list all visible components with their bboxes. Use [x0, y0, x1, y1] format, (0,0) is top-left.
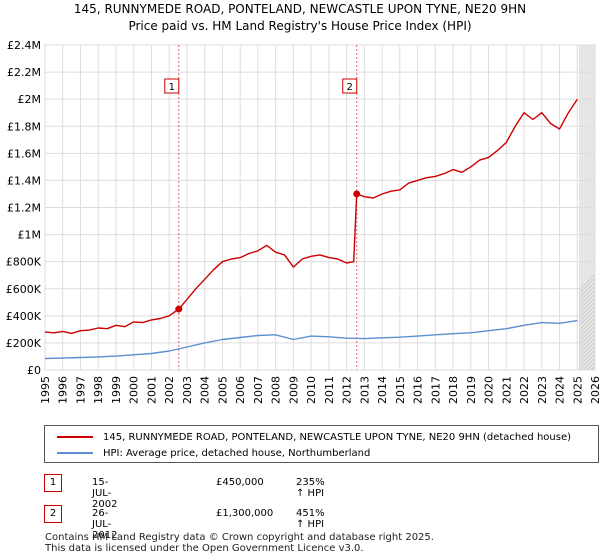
x-tick-label: 2001 [145, 376, 158, 404]
y-tick-label: £1.6M [7, 147, 41, 160]
x-tick-label: 2007 [252, 376, 265, 404]
sale-marker-label: 1 [169, 82, 175, 93]
x-tick-label: 2020 [483, 376, 496, 404]
chart-subtitle: Price paid vs. HM Land Registry's House … [128, 19, 472, 33]
x-axis-ticks: 1995 1996 1997 1998 1999 2000 2001 2002 2003 2004… [39, 376, 600, 404]
x-tick-label: 2005 [216, 376, 229, 404]
sale-price: £1,300,000 [216, 508, 274, 519]
x-tick-label: 2014 [376, 376, 389, 404]
sale-date: 15-JUL-2002 [92, 477, 118, 510]
y-tick-label: £2.2M [7, 66, 41, 79]
x-tick-label: 2002 [163, 376, 176, 404]
x-tick-label: 2019 [465, 376, 478, 404]
x-tick-label: 2011 [323, 376, 336, 404]
x-tick-label: 2021 [500, 376, 513, 404]
legend-item-property: 145, RUNNYMEDE ROAD, PONTELAND, NEWCASTL… [57, 430, 571, 444]
forecast-hatch [594, 369, 596, 370]
sale-date: 26-JUL-2012 [92, 508, 118, 541]
sale-marker-box [164, 78, 180, 94]
gridlines [44, 44, 596, 371]
x-tick-label: 1995 [39, 376, 52, 404]
sale-marker-label: 2 [347, 82, 353, 93]
y-tick-label: £800K [6, 256, 42, 269]
x-tick-label: 1996 [57, 376, 70, 404]
legend: 145, RUNNYMEDE ROAD, PONTELAND, NEWCASTL… [44, 425, 599, 463]
legend-swatch-property [57, 436, 93, 438]
x-tick-label: 1999 [110, 376, 123, 404]
legend-label-hpi: HPI: Average price, detached house, Nort… [103, 447, 371, 459]
y-axis-ticks: £0 £200K £400K £600K £800K £1M £1.2M £1.4M £1.6M… [6, 39, 42, 377]
x-tick-label: 2013 [358, 376, 371, 404]
x-tick-label: 2024 [554, 376, 567, 404]
y-tick-label: £1.2M [7, 202, 41, 215]
x-tick-label: 2003 [181, 376, 194, 404]
x-tick-label: 2018 [447, 376, 460, 404]
legend-item-hpi: HPI: Average price, detached house, Nort… [57, 446, 370, 460]
x-tick-label: 2006 [234, 376, 247, 404]
legend-label-property: 145, RUNNYMEDE ROAD, PONTELAND, NEWCASTL… [103, 431, 572, 443]
y-tick-label: £200K [6, 337, 42, 350]
chart-title-address: 145, RUNNYMEDE ROAD, PONTELAND, NEWCASTL… [73, 2, 527, 16]
x-tick-label: 2000 [128, 376, 141, 404]
y-tick-label: £1M [18, 229, 42, 242]
footer-copyright: Contains HM Land Registry data © Crown c… [45, 532, 434, 543]
x-tick-label: 2023 [536, 376, 549, 404]
y-tick-label: £2M [18, 93, 42, 106]
y-tick-label: £400K [6, 310, 42, 323]
x-tick-label: 2017 [429, 376, 442, 404]
sale-point [353, 190, 361, 198]
sale-badge: 1 [44, 474, 62, 492]
legend-swatch-hpi [57, 452, 93, 454]
series-line-hpi [44, 319, 578, 360]
y-tick-label: £600K [6, 283, 42, 296]
x-tick-label: 2026 [589, 376, 600, 404]
x-tick-label: 2008 [270, 376, 283, 404]
x-tick-label: 2016 [412, 376, 425, 404]
series-lines [44, 98, 578, 360]
x-tick-label: 2004 [199, 376, 212, 404]
sale-hpi-change: 235% ↑ HPI [296, 477, 325, 499]
sale-price: £450,000 [216, 477, 264, 488]
x-tick-label: 2015 [394, 376, 407, 404]
x-tick-label: 1997 [74, 376, 87, 404]
x-tick-label: 2010 [305, 376, 318, 404]
x-tick-label: 2012 [341, 376, 354, 404]
sale-marker-box [342, 78, 358, 94]
sale-hpi-change: 451% ↑ HPI [296, 508, 325, 530]
y-tick-label: £0 [27, 364, 41, 377]
x-tick-label: 2025 [571, 376, 584, 404]
sale-point [175, 305, 183, 313]
y-tick-label: £2.4M [7, 39, 41, 52]
y-tick-label: £1.4M [7, 174, 41, 187]
x-tick-label: 1998 [92, 376, 105, 404]
x-tick-label: 2009 [287, 376, 300, 404]
series-line-property [44, 98, 578, 335]
y-tick-label: £1.8M [7, 120, 41, 133]
x-tick-label: 2022 [518, 376, 531, 404]
footer-licence: This data is licensed under the Open Gov… [45, 543, 364, 554]
sale-badge: 2 [44, 505, 62, 523]
